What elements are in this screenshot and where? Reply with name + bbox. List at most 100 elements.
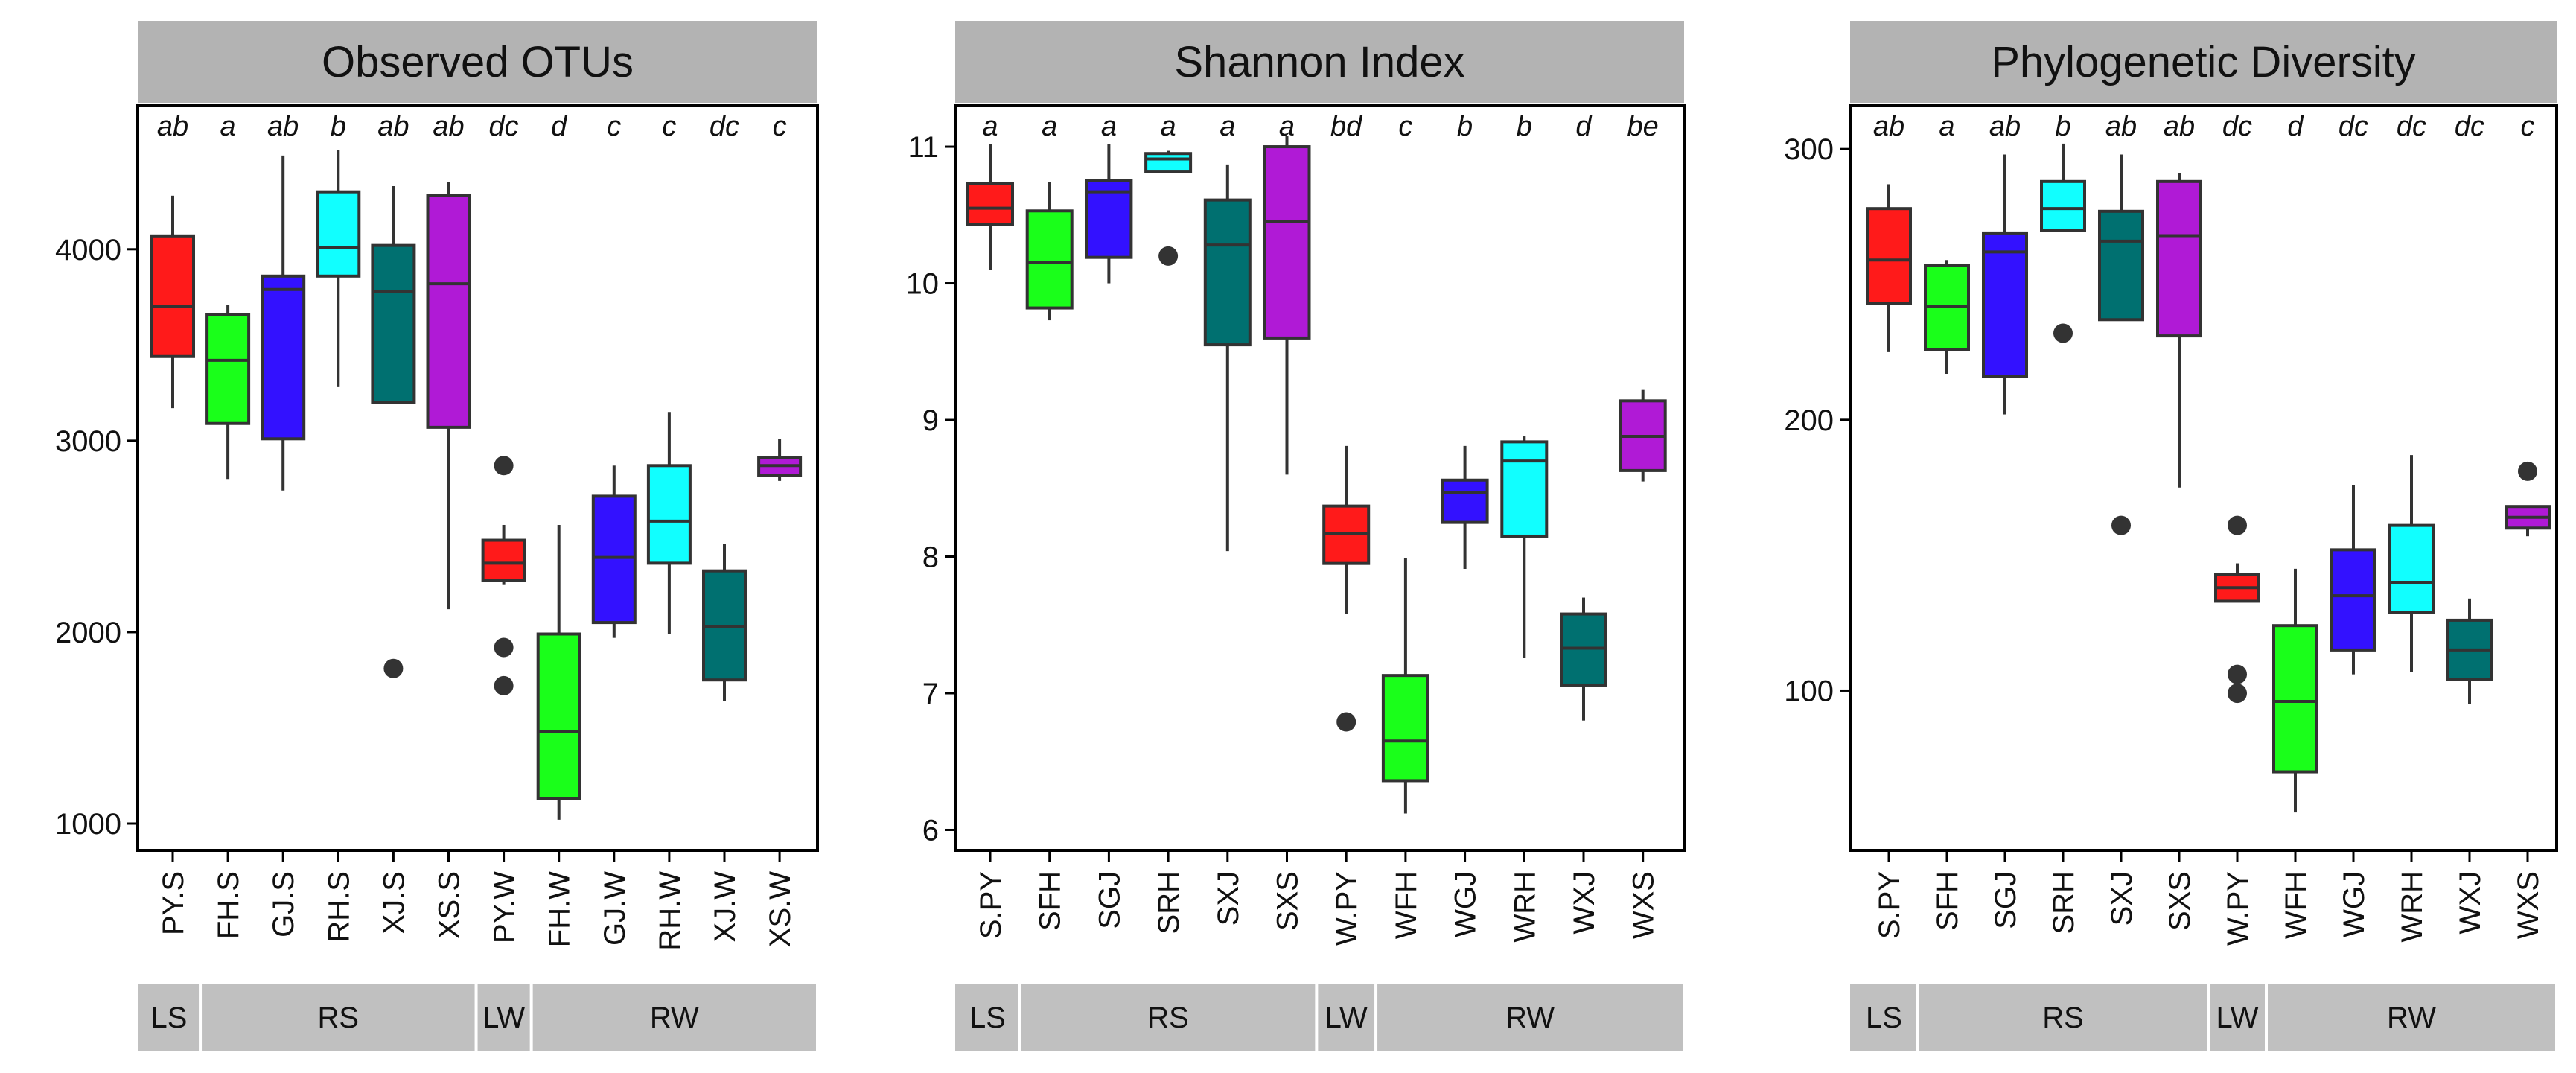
group-bar-RS (1919, 984, 2207, 1051)
x-tick-label: XS.W (764, 871, 797, 947)
group-bar-RS (202, 984, 475, 1051)
box-WFH (2272, 568, 2318, 813)
x-tick-label: WRH (2396, 871, 2429, 943)
box-WRH (1500, 436, 1549, 658)
significance-label: b (1517, 111, 1532, 142)
significance-label: ab (433, 111, 464, 142)
y-tick-label: 8 (922, 541, 939, 574)
group-label: LW (482, 1002, 525, 1034)
significance-label: b (331, 111, 346, 142)
box-SXJ (2098, 154, 2144, 535)
panel-strip (138, 21, 817, 103)
box-XS.S (426, 182, 471, 610)
group-label: RW (2387, 1002, 2436, 1034)
y-tick-label: 200 (1784, 404, 1834, 437)
box-S.PY (966, 144, 1014, 270)
significance-label: a (1220, 111, 1235, 142)
x-tick-label: WXS (2512, 871, 2545, 939)
box-SXJ (1203, 164, 1252, 552)
significance-label: c (607, 111, 621, 142)
y-tick-label: 4000 (55, 234, 121, 267)
outlier-point (1158, 246, 1179, 266)
box-FH.S (205, 305, 251, 480)
significance-label: ab (2164, 111, 2195, 142)
group-bar-LS (955, 984, 1018, 1051)
group-label: LW (2216, 1002, 2258, 1034)
significance-label: c (662, 111, 676, 142)
box-body (1381, 674, 1429, 783)
box-SXS (2156, 173, 2202, 488)
significance-label: ab (377, 111, 409, 142)
group-label: LW (1325, 1002, 1368, 1034)
x-tick-label: WRH (1508, 871, 1541, 943)
significance-label: dc (2397, 111, 2426, 142)
box-body (316, 190, 361, 278)
x-tick-label: WXJ (1568, 871, 1601, 934)
group-bar-LW (2210, 984, 2265, 1051)
significance-label: ab (1873, 111, 1904, 142)
significance-label: d (551, 111, 568, 142)
outlier-point (2228, 515, 2247, 535)
panel-2: Shannon Index 6 7 8 9 10 11 a S.PY a SFH a SGJ a SRH a S… (906, 21, 1686, 1051)
x-tick-label: S.PY (975, 871, 1007, 939)
box-body (1085, 179, 1133, 259)
group-bar-LW (477, 984, 530, 1051)
box-W.PY (2214, 515, 2260, 704)
box-SGJ (1982, 154, 2028, 415)
outlier-point (383, 658, 404, 678)
box-GJ.S (261, 155, 306, 491)
box-GJ.W (591, 465, 637, 638)
y-tick-label: 7 (922, 678, 939, 710)
box-body (1982, 231, 2028, 378)
x-tick-label: SXJ (2105, 871, 2138, 926)
x-tick-label: FH.W (543, 871, 576, 947)
significance-label: dc (2455, 111, 2484, 142)
significance-label: a (1939, 111, 1954, 142)
significance-label: d (2287, 111, 2304, 142)
box-WFH (1381, 558, 1429, 814)
significance-label: ab (1989, 111, 2021, 142)
group-label: LS (1866, 1002, 1902, 1034)
x-tick-label: W.PY (1330, 871, 1363, 946)
box-body (1144, 152, 1193, 173)
group-label: LS (151, 1002, 188, 1034)
x-tick-label: WFH (1390, 871, 1423, 939)
box-body (426, 194, 471, 429)
box-body (646, 464, 692, 565)
box-RH.W (646, 412, 692, 634)
y-tick-label: 6 (922, 814, 939, 847)
group-label: RW (650, 1002, 699, 1034)
box-XS.W (757, 439, 803, 481)
box-body (591, 494, 637, 625)
panel-strip (1850, 21, 2557, 103)
x-tick-label: GJ.S (267, 871, 300, 937)
box-SXS (1263, 136, 1311, 475)
box-body (2098, 209, 2144, 322)
group-bar-RS (1021, 984, 1316, 1051)
box-body (2272, 624, 2318, 774)
group-bar-LS (138, 984, 200, 1051)
x-tick-label: WXJ (2454, 871, 2487, 934)
significance-label: a (1101, 111, 1117, 142)
x-tick-label: S.PY (1873, 871, 1906, 939)
x-tick-label: W.PY (2222, 871, 2254, 946)
x-tick-label: SXS (1272, 871, 1304, 931)
x-tick-label: WFH (2280, 871, 2312, 939)
panel-1: Observed OTUs 1000 2000 3000 4000 ab PY.S a FH.S… (55, 21, 819, 1051)
box-body (1441, 478, 1489, 524)
outlier-point (2518, 461, 2537, 481)
box-S.PY (1866, 184, 1912, 352)
box-SRH (2040, 143, 2086, 343)
box-WGJ (1441, 445, 1489, 570)
y-tick-label: 300 (1784, 133, 1834, 166)
box-SFH (1025, 182, 1074, 321)
box-WRH (2388, 455, 2435, 672)
y-tick-label: 11 (908, 131, 939, 164)
significance-label: be (1627, 111, 1659, 142)
significance-label: ab (157, 111, 188, 142)
outlier-point (1336, 712, 1356, 732)
group-label: RS (1147, 1002, 1189, 1034)
x-tick-label: SXS (2164, 871, 2196, 931)
y-tick-label: 1000 (55, 808, 121, 841)
x-tick-label: XJ.S (377, 871, 410, 934)
